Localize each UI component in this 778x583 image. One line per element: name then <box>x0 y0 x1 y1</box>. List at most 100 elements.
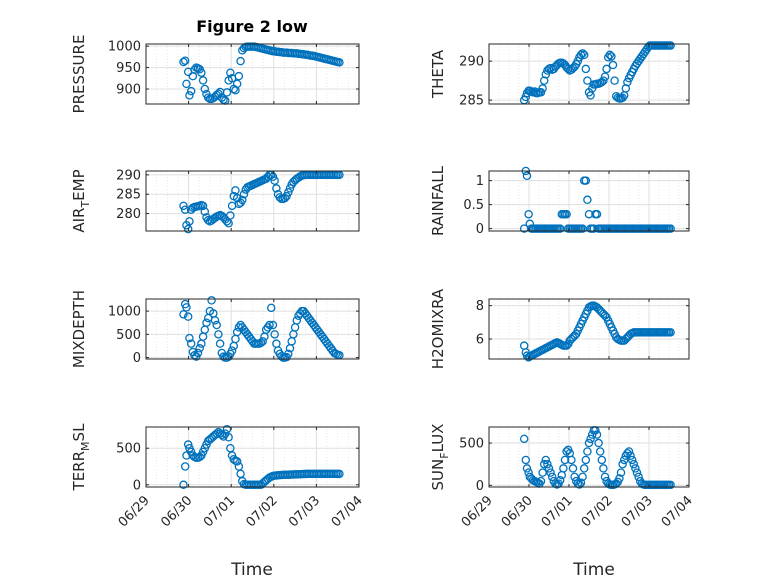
data-point <box>214 330 223 339</box>
axes-box <box>145 170 360 232</box>
data-point <box>584 209 594 219</box>
data-point <box>578 472 587 482</box>
data-point <box>619 455 629 465</box>
data-point <box>292 316 302 325</box>
data-point <box>583 195 592 205</box>
data-point <box>195 344 204 353</box>
y-axis-label-main: THETA <box>429 49 447 99</box>
axes-box <box>145 426 360 488</box>
data-point <box>560 455 570 465</box>
y-tick-label: 1000 <box>108 305 141 320</box>
data-point <box>335 469 344 479</box>
data-point <box>555 475 565 485</box>
panel-1: 285 290 THETA <box>429 41 690 109</box>
data-point <box>268 172 278 182</box>
x-tick-label: 06/29 <box>459 493 496 530</box>
data-point <box>236 56 245 66</box>
data-point <box>631 464 640 473</box>
data-point <box>544 464 554 473</box>
data-point <box>335 58 344 67</box>
data-point <box>666 224 675 233</box>
data-point <box>180 205 190 214</box>
data-point <box>186 86 196 96</box>
data-point <box>270 330 279 339</box>
data-point <box>575 480 584 489</box>
y-tick-label: 0 <box>476 222 484 237</box>
data-point <box>186 339 196 348</box>
data-point <box>597 455 607 465</box>
data-point <box>579 464 589 473</box>
data-point <box>623 77 632 87</box>
y-axis-label: THETA <box>429 49 447 99</box>
data-point <box>570 472 579 482</box>
data-point <box>179 57 188 67</box>
y-axis-label-main: SUN <box>429 459 447 491</box>
data-point <box>215 339 225 348</box>
y-tick-label: 500 <box>116 328 141 343</box>
y-tick-label: 0 <box>476 479 484 494</box>
data-point <box>634 472 643 482</box>
data-point <box>519 434 529 444</box>
data-point <box>521 455 531 465</box>
data-point <box>258 337 267 346</box>
y-tick-label: 0 <box>133 351 141 366</box>
x-tick-label: 07/03 <box>619 493 656 530</box>
data-point <box>592 209 602 219</box>
data-point <box>616 468 626 477</box>
data-point <box>222 424 232 434</box>
data-point <box>602 64 611 74</box>
data-point <box>589 224 599 233</box>
data-point <box>282 191 291 201</box>
y-axis-label-main: TERR <box>70 451 88 492</box>
data-point <box>610 76 619 85</box>
data-point <box>234 323 244 332</box>
data-point <box>626 451 635 460</box>
y-axis-label-subscript: F <box>438 452 451 458</box>
data-point <box>632 468 642 477</box>
y-axis-label-main: RAINFALL <box>429 165 447 236</box>
panel-2: 280 285 290 AIRTEMP <box>70 168 360 234</box>
data-point <box>621 84 631 93</box>
data-point <box>222 88 232 97</box>
data-point <box>210 316 220 325</box>
data-point <box>539 76 549 85</box>
data-point <box>581 64 591 74</box>
data-point <box>584 438 594 448</box>
data-point <box>284 188 293 197</box>
data-point <box>629 459 639 469</box>
panel-5: 6 8 H2OMIXRA <box>429 288 690 369</box>
axes-box <box>488 426 690 488</box>
panel-3: 0 0.5 1 RAINFALL <box>429 165 690 237</box>
data-point <box>578 224 587 233</box>
x-tick-label: 07/02 <box>244 493 281 530</box>
data-point <box>536 476 546 486</box>
y-axis-label: MIXDEPTH <box>70 290 88 368</box>
axes-box <box>488 43 690 105</box>
data-point <box>198 76 208 85</box>
y-tick-label: 500 <box>459 437 484 452</box>
data-point <box>180 462 190 471</box>
data-point <box>202 318 211 327</box>
data-point <box>603 52 613 62</box>
data-point <box>543 459 552 469</box>
y-axis-label: TERRMSL <box>70 423 92 492</box>
x-axis-label-right: Time <box>572 560 615 580</box>
data-point <box>200 207 210 216</box>
data-point <box>576 50 586 60</box>
y-axis-label-main: MIXDEPTH <box>70 290 88 368</box>
data-point <box>285 184 295 193</box>
data-point <box>263 323 273 332</box>
data-point <box>185 333 194 343</box>
data-point <box>207 296 216 305</box>
y-axis-label-main: PRESSURE <box>70 35 88 114</box>
data-point <box>239 189 249 199</box>
data-point <box>185 91 194 100</box>
data-point <box>227 346 237 355</box>
axes-box <box>145 298 360 360</box>
x-tick-label: 07/01 <box>539 493 576 530</box>
y-tick-label: 290 <box>116 168 141 183</box>
y-tick-label: 1000 <box>108 40 141 55</box>
data-point <box>605 50 615 60</box>
data-point <box>179 310 188 319</box>
